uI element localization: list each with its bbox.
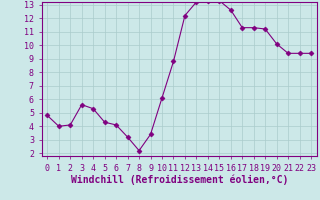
X-axis label: Windchill (Refroidissement éolien,°C): Windchill (Refroidissement éolien,°C) <box>70 174 288 185</box>
